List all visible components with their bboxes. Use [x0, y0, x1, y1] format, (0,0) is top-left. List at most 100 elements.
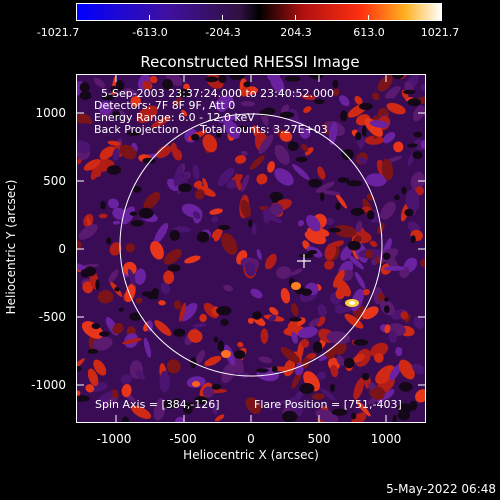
energy-range: Energy Range: 6.0 - 12.0 keV [94, 111, 255, 124]
noise-speckle [93, 77, 106, 88]
noise-speckle [333, 269, 345, 288]
noise-speckle [109, 242, 122, 256]
noise-speckle [398, 382, 413, 392]
noise-speckle [354, 95, 363, 105]
noise-speckle [80, 268, 91, 278]
noise-speckle [374, 353, 384, 363]
noise-speckle [143, 191, 161, 210]
noise-speckle [108, 269, 119, 283]
noise-speckle [213, 336, 219, 343]
noise-speckle [107, 140, 122, 146]
noise-speckle [393, 141, 404, 153]
y-tick-label: 500 [43, 174, 66, 188]
noise-speckle [256, 368, 269, 373]
noise-speckle [389, 364, 402, 381]
noise-speckle [324, 259, 335, 270]
footer-date: 5-May-2022 06:48 [386, 482, 496, 496]
noise-speckle [138, 207, 154, 219]
noise-speckle [301, 94, 316, 100]
noise-speckle [229, 74, 245, 80]
noise-speckle [249, 155, 265, 170]
noise-speckle [335, 202, 341, 211]
noise-speckle [172, 148, 183, 161]
noise-speckle [160, 281, 171, 295]
noise-speckle [362, 372, 370, 381]
noise-speckle [271, 198, 279, 203]
noise-speckle [339, 95, 350, 107]
noise-speckle [192, 323, 207, 328]
noise-speckle [280, 104, 290, 114]
noise-speckle [388, 330, 397, 343]
noise-speckle [410, 235, 416, 244]
noise-speckle [415, 186, 425, 196]
noise-speckle [110, 85, 117, 93]
noise-speckle [121, 206, 136, 225]
noise-speckle [332, 88, 340, 96]
noise-speckle [287, 319, 298, 332]
noise-speckle [334, 304, 345, 314]
noise-speckle [384, 265, 406, 271]
noise-speckle [202, 386, 215, 398]
noise-speckle [240, 174, 250, 192]
noise-speckle [320, 388, 336, 401]
noise-speckle [395, 346, 403, 357]
noise-speckle [213, 229, 222, 242]
noise-speckle [347, 254, 364, 270]
noise-speckle [106, 165, 122, 175]
noise-speckle [299, 383, 315, 394]
noise-speckle [291, 303, 299, 317]
noise-speckle [300, 338, 310, 348]
noise-speckle [112, 148, 120, 161]
noise-speckle [279, 130, 293, 142]
noise-speckle [362, 289, 370, 296]
x-tick-label: 0 [247, 432, 255, 446]
noise-speckle [175, 416, 185, 423]
noise-speckle [153, 398, 166, 421]
noise-speckle [405, 189, 420, 212]
noise-speckle [121, 384, 132, 398]
noise-speckle [295, 404, 302, 417]
noise-speckle [106, 237, 112, 245]
noise-speckle [173, 165, 183, 187]
noise-speckle [401, 186, 407, 195]
noise-speckle [324, 243, 337, 261]
noise-speckle [179, 302, 198, 322]
colorbar-tick: 204.3 [280, 26, 312, 39]
noise-speckle [385, 86, 401, 99]
noise-speckle [326, 331, 351, 344]
detectors: Detectors: 7F 8F 9F, Att 0 [94, 99, 236, 112]
noise-speckle [131, 405, 152, 419]
noise-speckle [300, 288, 313, 296]
flare-marker [297, 254, 311, 268]
noise-speckle [370, 342, 389, 358]
noise-speckle [143, 337, 152, 358]
colorbar-tick: 1021.7 [420, 26, 460, 39]
noise-speckle [101, 93, 116, 101]
noise-speckle [87, 348, 99, 354]
noise-speckle [125, 283, 136, 303]
noise-speckle [347, 240, 361, 251]
noise-speckle [325, 217, 335, 226]
noise-speckle [195, 350, 205, 364]
noise-speckle [154, 222, 169, 244]
noise-speckle [359, 102, 373, 111]
noise-speckle [120, 374, 132, 384]
noise-speckle [382, 252, 391, 260]
noise-speckle [248, 219, 253, 228]
total-counts: Total counts: 3.27E+03 [200, 123, 328, 136]
noise-speckle [364, 135, 384, 145]
noise-speckle [150, 241, 164, 260]
noise-speckle [369, 120, 389, 128]
noise-speckle [407, 152, 415, 167]
noise-speckle [173, 97, 183, 107]
noise-speckle [308, 318, 320, 328]
noise-speckle [353, 377, 365, 400]
noise-speckle [98, 100, 113, 115]
noise-speckle [332, 79, 339, 89]
noise-speckle [181, 109, 188, 117]
noise-speckle [386, 155, 403, 163]
noise-speckle [121, 416, 130, 423]
noise-speckle [303, 106, 312, 113]
noise-speckle [122, 261, 137, 276]
noise-speckle [367, 210, 375, 220]
